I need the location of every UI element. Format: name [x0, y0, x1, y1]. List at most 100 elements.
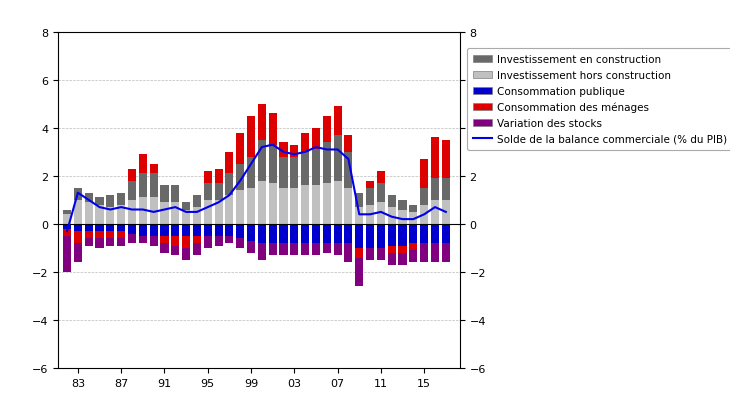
- Bar: [107, 196, 115, 208]
- Bar: [410, 243, 418, 251]
- Bar: [117, 193, 126, 205]
- Bar: [345, 225, 353, 243]
- Bar: [172, 246, 180, 256]
- Bar: [323, 184, 331, 225]
- Bar: [431, 225, 439, 243]
- Bar: [74, 225, 82, 231]
- Bar: [366, 181, 374, 189]
- Bar: [280, 189, 288, 225]
- Bar: [150, 236, 158, 246]
- Bar: [269, 114, 277, 145]
- Bar: [258, 243, 266, 260]
- Bar: [226, 153, 234, 174]
- Bar: [399, 246, 407, 253]
- Bar: [161, 243, 169, 253]
- Bar: [280, 243, 288, 256]
- Bar: [323, 117, 331, 143]
- Bar: [107, 225, 115, 231]
- Bar: [172, 236, 180, 246]
- Bar: [269, 243, 277, 256]
- Bar: [312, 128, 320, 150]
- Bar: [139, 225, 147, 236]
- Bar: [420, 225, 429, 243]
- Bar: [280, 157, 288, 189]
- Bar: [117, 225, 126, 231]
- Bar: [301, 133, 310, 153]
- Bar: [161, 203, 169, 225]
- Bar: [139, 155, 147, 174]
- Bar: [356, 225, 364, 248]
- Bar: [388, 225, 396, 246]
- Bar: [172, 225, 180, 236]
- Bar: [63, 210, 71, 215]
- Bar: [247, 225, 255, 241]
- Bar: [388, 208, 396, 225]
- Bar: [345, 243, 353, 263]
- Bar: [182, 236, 190, 248]
- Bar: [377, 203, 385, 225]
- Legend: Investissement en construction, Investissement hors construction, Consommation p: Investissement en construction, Investis…: [467, 49, 730, 151]
- Bar: [139, 236, 147, 243]
- Bar: [74, 189, 82, 200]
- Bar: [172, 203, 180, 225]
- Bar: [85, 203, 93, 225]
- Bar: [323, 225, 331, 243]
- Bar: [63, 215, 71, 225]
- Bar: [117, 205, 126, 225]
- Bar: [117, 231, 126, 239]
- Bar: [431, 243, 439, 263]
- Bar: [226, 174, 234, 196]
- Bar: [420, 189, 429, 205]
- Bar: [182, 248, 190, 260]
- Bar: [356, 193, 364, 208]
- Bar: [107, 208, 115, 225]
- Bar: [356, 258, 364, 287]
- Bar: [377, 225, 385, 248]
- Bar: [431, 179, 439, 200]
- Bar: [215, 169, 223, 184]
- Bar: [410, 225, 418, 243]
- Bar: [74, 231, 82, 243]
- Bar: [366, 189, 374, 205]
- Bar: [96, 231, 104, 239]
- Bar: [301, 186, 310, 225]
- Bar: [334, 243, 342, 256]
- Bar: [388, 253, 396, 265]
- Bar: [420, 160, 429, 189]
- Bar: [63, 229, 71, 236]
- Bar: [128, 169, 136, 181]
- Bar: [334, 107, 342, 136]
- Bar: [258, 105, 266, 141]
- Bar: [236, 191, 245, 225]
- Bar: [377, 172, 385, 184]
- Bar: [399, 253, 407, 265]
- Bar: [442, 179, 450, 200]
- Bar: [236, 164, 245, 191]
- Bar: [150, 225, 158, 236]
- Bar: [312, 186, 320, 225]
- Bar: [280, 143, 288, 157]
- Bar: [74, 200, 82, 225]
- Bar: [96, 239, 104, 248]
- Bar: [356, 208, 364, 225]
- Bar: [366, 248, 374, 260]
- Bar: [128, 234, 136, 243]
- Bar: [442, 243, 450, 263]
- Bar: [258, 141, 266, 181]
- Bar: [377, 248, 385, 260]
- Bar: [334, 181, 342, 225]
- Bar: [139, 174, 147, 198]
- Bar: [410, 205, 418, 212]
- Bar: [334, 225, 342, 243]
- Bar: [269, 145, 277, 184]
- Bar: [301, 225, 310, 243]
- Bar: [291, 157, 299, 189]
- Bar: [431, 138, 439, 179]
- Bar: [236, 239, 245, 248]
- Bar: [128, 181, 136, 200]
- Bar: [182, 203, 190, 210]
- Bar: [96, 225, 104, 231]
- Bar: [236, 225, 245, 239]
- Bar: [215, 184, 223, 200]
- Bar: [366, 205, 374, 225]
